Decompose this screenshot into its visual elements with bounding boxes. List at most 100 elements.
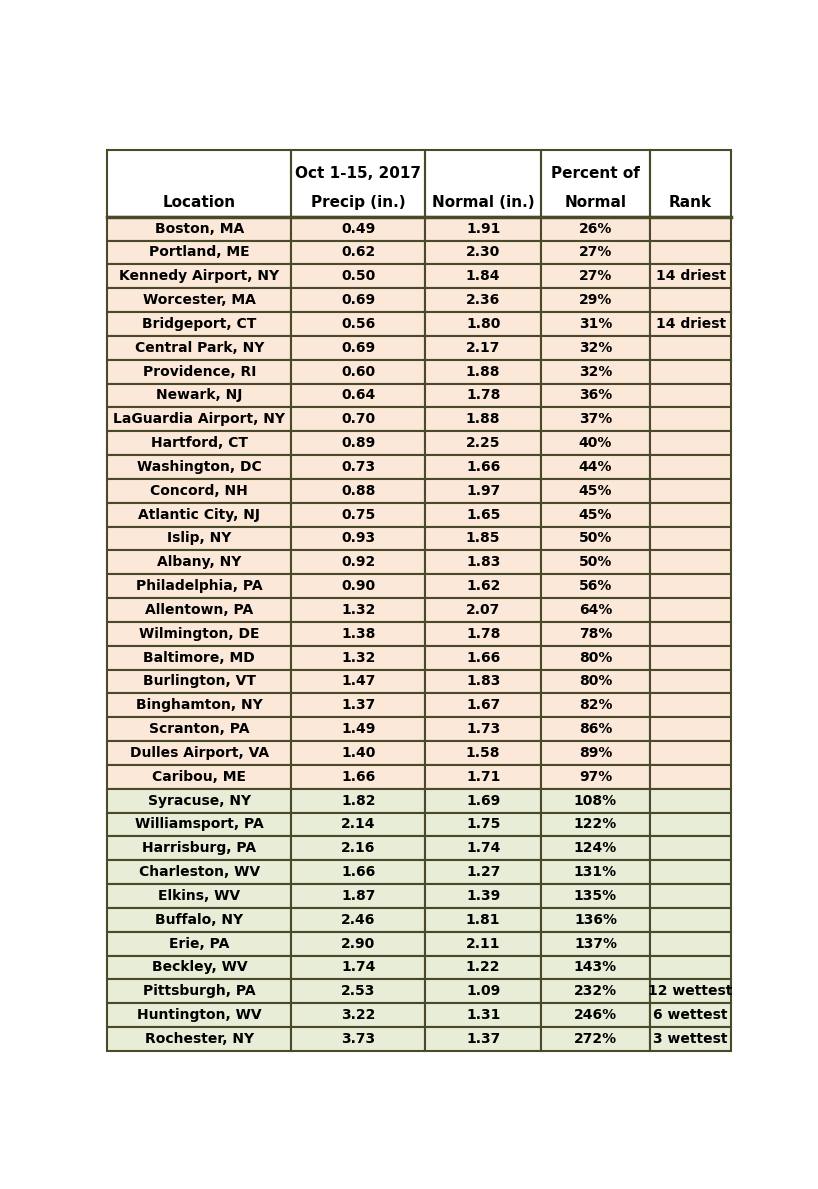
Bar — [291, 908, 425, 932]
Bar — [541, 503, 650, 527]
Text: 0.69: 0.69 — [341, 341, 375, 354]
Text: Concord, NH: Concord, NH — [151, 484, 248, 498]
Text: 1.22: 1.22 — [466, 961, 501, 975]
Bar — [650, 432, 731, 455]
Text: 1.87: 1.87 — [341, 889, 375, 902]
Bar — [425, 741, 541, 765]
Text: 1.75: 1.75 — [466, 818, 501, 831]
Bar — [425, 312, 541, 336]
Bar — [541, 360, 650, 384]
Text: 124%: 124% — [573, 842, 617, 855]
Bar — [650, 312, 731, 336]
Text: Burlington, VT: Burlington, VT — [143, 674, 256, 688]
Bar — [107, 1004, 291, 1027]
Bar — [107, 479, 291, 503]
Bar — [291, 216, 425, 240]
Text: Precip (in.): Precip (in.) — [311, 195, 406, 209]
Bar — [650, 288, 731, 312]
Text: Percent of: Percent of — [551, 165, 640, 181]
Text: 0.70: 0.70 — [341, 413, 375, 427]
Text: Scranton, PA: Scranton, PA — [149, 722, 249, 736]
Text: 0.69: 0.69 — [341, 294, 375, 307]
Text: 1.66: 1.66 — [341, 866, 375, 879]
Text: 3 wettest: 3 wettest — [654, 1032, 728, 1046]
Text: Philadelphia, PA: Philadelphia, PA — [136, 579, 263, 593]
Bar — [425, 860, 541, 885]
Bar — [425, 836, 541, 860]
Bar — [291, 693, 425, 717]
Bar — [291, 288, 425, 312]
Bar — [650, 574, 731, 598]
Bar — [541, 669, 650, 693]
Bar — [425, 598, 541, 622]
Bar — [425, 479, 541, 503]
Bar — [650, 717, 731, 741]
Text: 1.69: 1.69 — [466, 793, 501, 807]
Text: Oct 1-15, 2017: Oct 1-15, 2017 — [295, 165, 421, 181]
Bar — [541, 598, 650, 622]
Bar — [291, 717, 425, 741]
Bar — [425, 693, 541, 717]
Bar — [541, 240, 650, 264]
Bar — [107, 1027, 291, 1051]
Text: 1.37: 1.37 — [466, 1032, 501, 1046]
Bar — [541, 527, 650, 551]
Bar — [291, 885, 425, 908]
Text: 0.64: 0.64 — [341, 389, 375, 403]
Bar — [541, 336, 650, 360]
Text: 1.80: 1.80 — [466, 317, 501, 331]
Text: 1.97: 1.97 — [466, 484, 501, 498]
Text: 1.40: 1.40 — [341, 746, 375, 760]
Text: 2.17: 2.17 — [466, 341, 501, 354]
Bar — [291, 1027, 425, 1051]
Bar — [107, 216, 291, 240]
Bar — [291, 479, 425, 503]
Bar — [425, 336, 541, 360]
Text: 0.56: 0.56 — [341, 317, 375, 331]
Bar — [650, 360, 731, 384]
Text: 36%: 36% — [579, 389, 612, 403]
Bar — [650, 264, 731, 288]
Text: 2.46: 2.46 — [341, 913, 375, 926]
Bar — [425, 455, 541, 479]
Bar — [425, 527, 541, 551]
Text: Allentown, PA: Allentown, PA — [146, 603, 254, 617]
Text: 2.30: 2.30 — [466, 245, 501, 259]
Text: 1.49: 1.49 — [341, 722, 375, 736]
Text: 29%: 29% — [579, 294, 612, 307]
Bar — [650, 384, 731, 408]
Text: 1.88: 1.88 — [466, 413, 501, 427]
Bar — [650, 1004, 731, 1027]
Bar — [107, 503, 291, 527]
Bar — [107, 384, 291, 408]
Bar — [541, 836, 650, 860]
Bar — [107, 693, 291, 717]
Bar — [425, 885, 541, 908]
Bar — [107, 240, 291, 264]
Text: 1.32: 1.32 — [341, 603, 375, 617]
Bar — [107, 717, 291, 741]
Bar — [541, 908, 650, 932]
Text: 143%: 143% — [574, 961, 617, 975]
Bar — [291, 312, 425, 336]
Text: Harrisburg, PA: Harrisburg, PA — [142, 842, 256, 855]
Text: Elkins, WV: Elkins, WV — [158, 889, 240, 902]
Text: 1.67: 1.67 — [466, 698, 501, 712]
Text: 40%: 40% — [579, 436, 612, 451]
Bar — [650, 1027, 731, 1051]
Bar — [291, 264, 425, 288]
Bar — [425, 908, 541, 932]
Bar — [425, 1004, 541, 1027]
Text: 86%: 86% — [579, 722, 612, 736]
Bar — [541, 860, 650, 885]
Text: 2.07: 2.07 — [466, 603, 501, 617]
Text: 82%: 82% — [578, 698, 612, 712]
Bar — [541, 765, 650, 788]
Bar — [107, 646, 291, 669]
Text: 135%: 135% — [574, 889, 617, 902]
Text: Rochester, NY: Rochester, NY — [145, 1032, 254, 1046]
Text: Albany, NY: Albany, NY — [157, 555, 241, 570]
Bar — [291, 503, 425, 527]
Text: 64%: 64% — [579, 603, 612, 617]
Text: Islip, NY: Islip, NY — [167, 531, 231, 546]
